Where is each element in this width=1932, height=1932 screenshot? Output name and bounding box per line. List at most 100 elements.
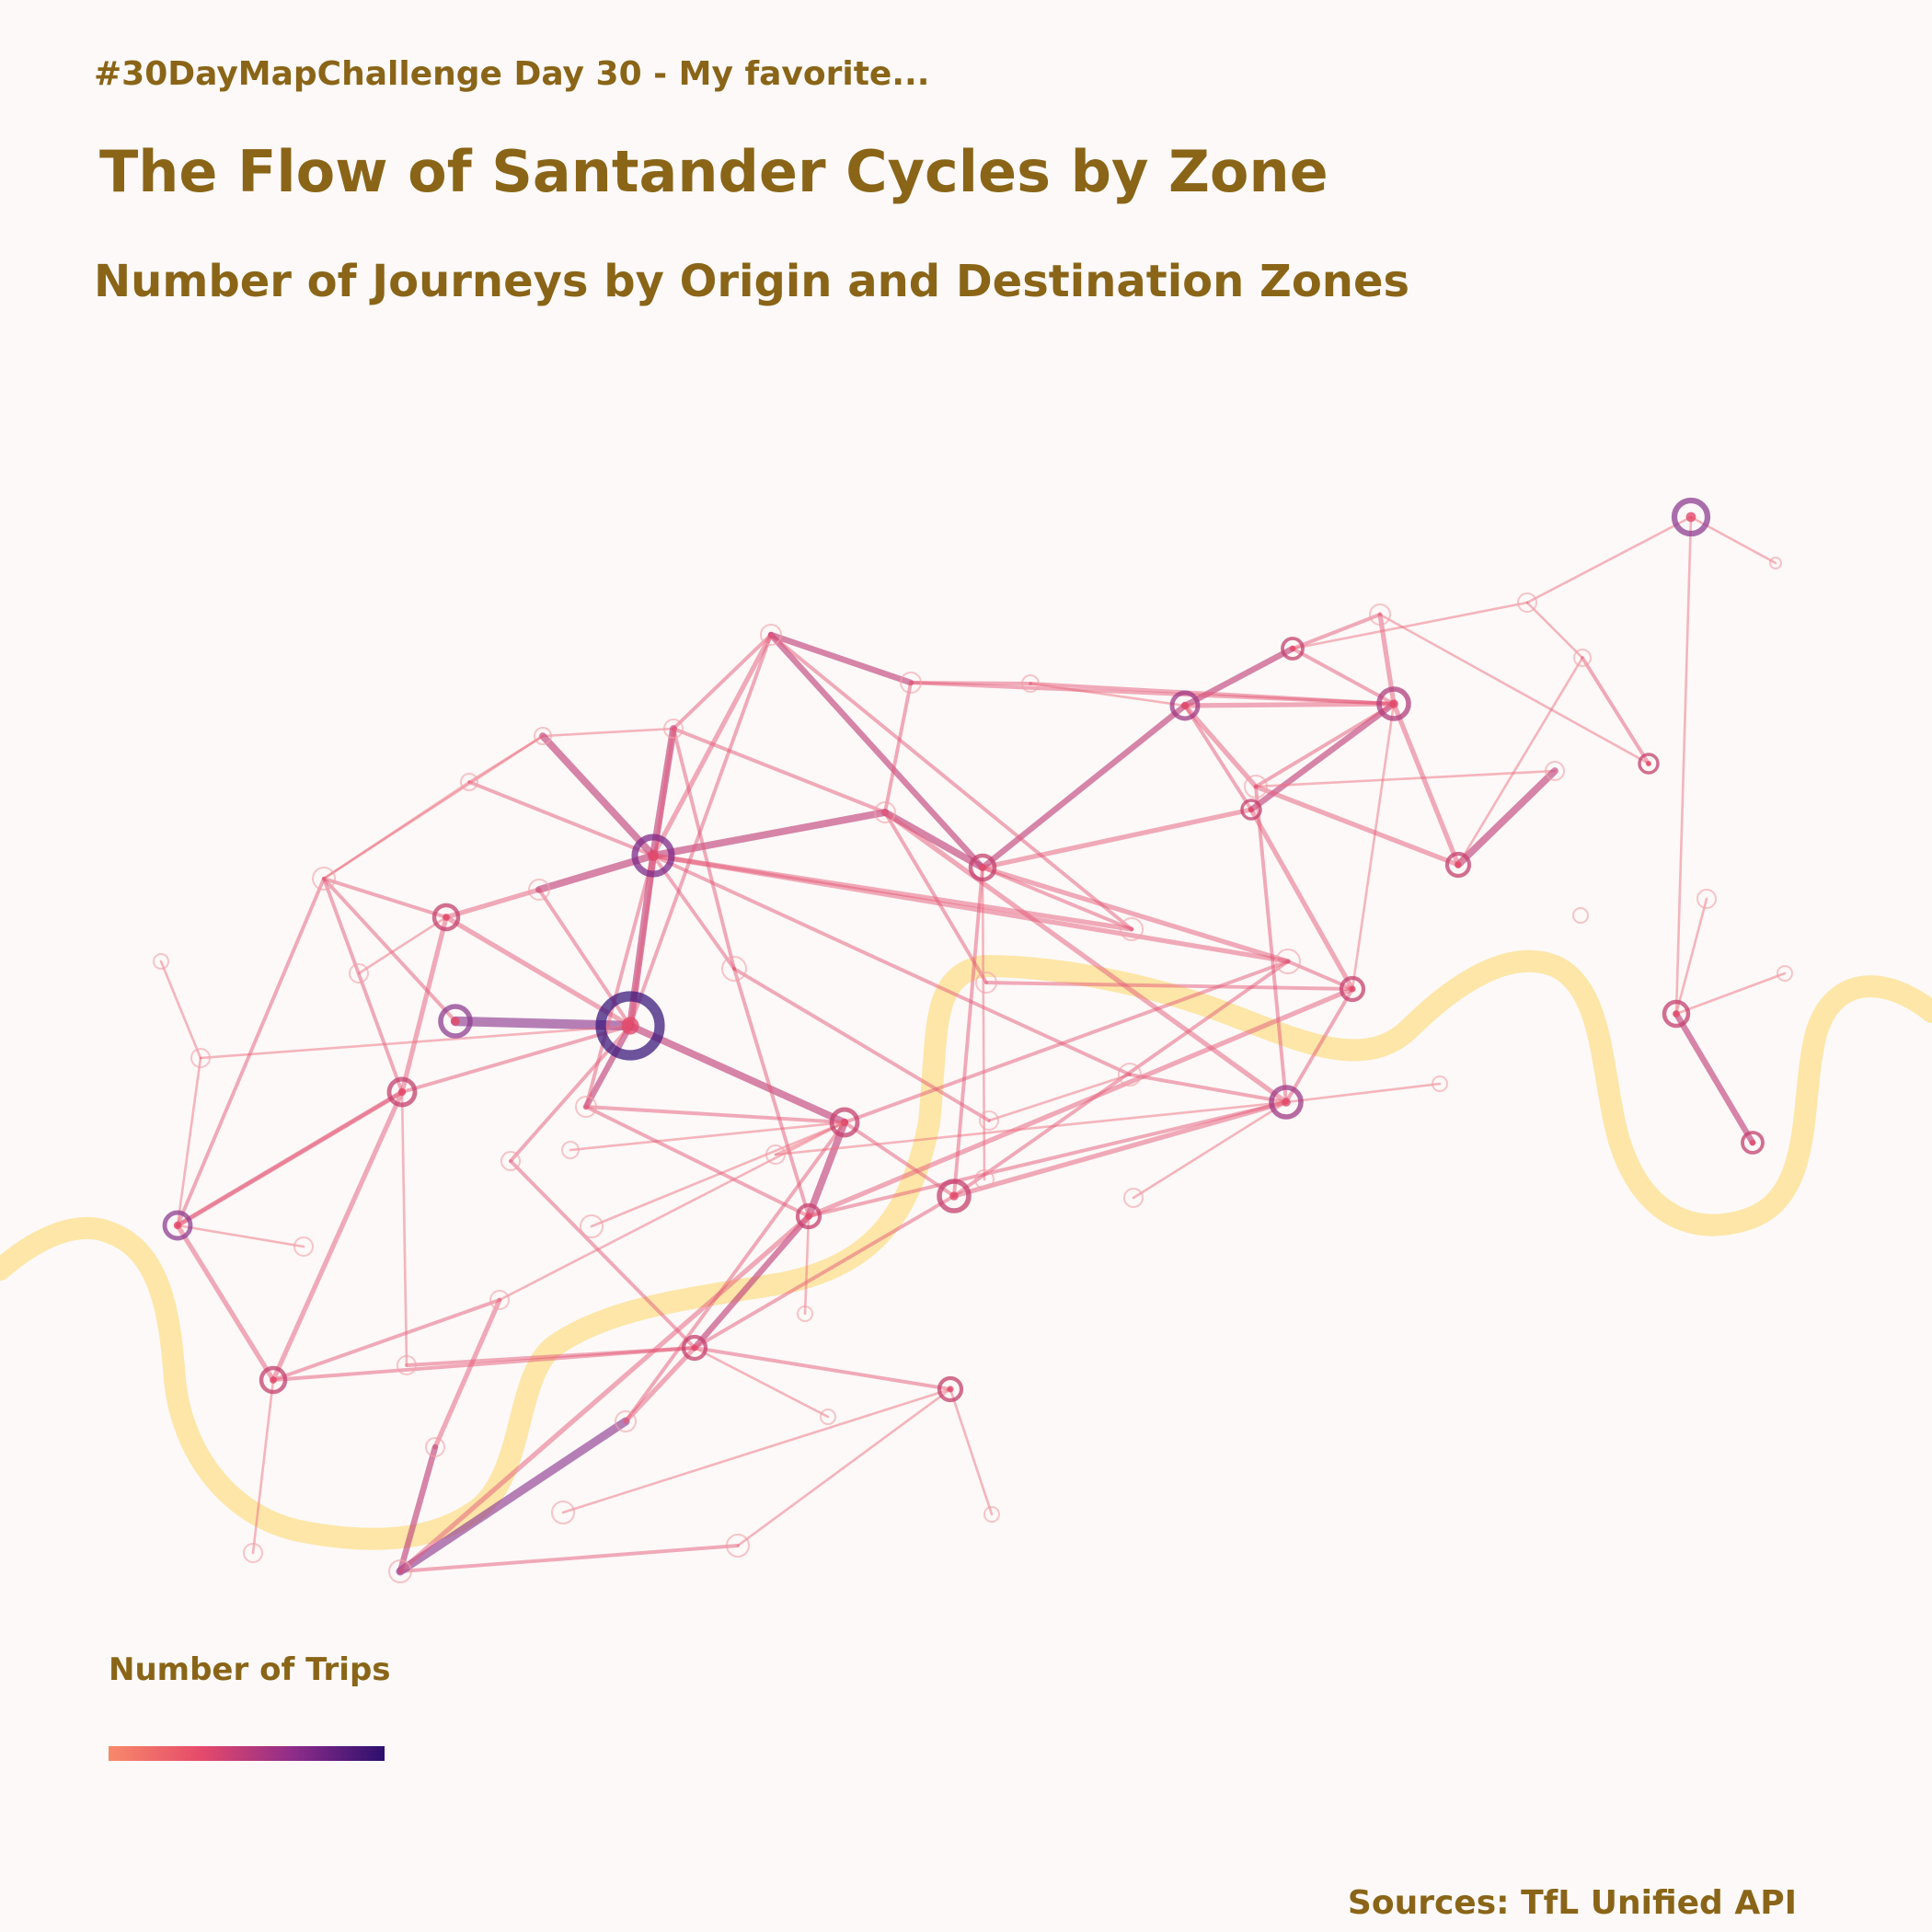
zone-node	[937, 1375, 964, 1403]
flow-line	[1254, 702, 1396, 788]
zone-node	[681, 1334, 708, 1362]
zone-node	[1240, 799, 1262, 821]
zone-node	[760, 624, 782, 646]
zone-node	[489, 1290, 510, 1310]
zone-node	[1662, 999, 1691, 1029]
flow-line	[736, 1387, 952, 1547]
zone-node-center	[805, 1213, 812, 1220]
zone-node	[1169, 690, 1201, 721]
zone-node	[1021, 674, 1040, 693]
zone-nodes	[153, 497, 1793, 1583]
zone-node-center	[1749, 1139, 1756, 1146]
flow-line	[176, 1056, 202, 1227]
flow-line	[1456, 656, 1584, 867]
flow-line	[732, 967, 811, 1218]
flow-line	[987, 1073, 1132, 1122]
flow-line	[443, 887, 542, 920]
flow-line	[624, 1121, 846, 1423]
flow-line	[1581, 656, 1650, 765]
zone-node	[438, 1004, 473, 1039]
zone-node-center	[979, 864, 986, 871]
flow-line	[1183, 704, 1253, 811]
zone-node	[983, 1506, 1000, 1523]
flow-line	[1182, 703, 1259, 789]
flow-line	[509, 1159, 696, 1350]
zone-node-center	[451, 1017, 460, 1026]
zone-node	[595, 991, 665, 1061]
flow-line	[980, 865, 1291, 964]
flow-line	[803, 1214, 811, 1316]
flow-line	[199, 1024, 632, 1060]
zone-node	[900, 672, 922, 694]
flow-line	[628, 727, 675, 1028]
zone-node	[1696, 889, 1717, 909]
flow-line	[1029, 682, 1396, 706]
flow-line	[397, 1213, 811, 1574]
flow-line	[650, 853, 1134, 932]
page-subtitle: Number of Journeys by Origin and Destina…	[94, 256, 1410, 307]
flow-lines	[159, 515, 1787, 1576]
zone-node	[1572, 907, 1589, 924]
flow-line	[322, 734, 545, 880]
flow-line	[1291, 613, 1382, 650]
zone-node	[1369, 604, 1391, 626]
zone-node	[1281, 637, 1305, 661]
zone-node	[551, 1501, 575, 1524]
flow-line	[951, 1099, 1289, 1199]
flow-line	[628, 633, 773, 1028]
zone-node	[190, 1048, 211, 1068]
flow-line	[539, 732, 657, 859]
flow-line	[1128, 1073, 1288, 1104]
zone-node-center	[173, 1221, 182, 1230]
flow-line	[1253, 784, 1461, 868]
flow-line	[979, 702, 1189, 871]
zone-node	[312, 867, 336, 891]
zone-node-center	[691, 1344, 698, 1351]
zone-node	[975, 972, 997, 994]
zone-node	[615, 1410, 637, 1432]
flow-line	[1674, 515, 1693, 1016]
zone-node	[1671, 497, 1711, 537]
flow-line	[322, 877, 404, 1094]
zone-node	[1741, 1131, 1765, 1155]
zone-node	[425, 1437, 445, 1457]
flow-line	[467, 780, 655, 857]
zone-node-center	[621, 1017, 639, 1035]
flow-line	[882, 810, 1289, 1105]
zone-node-center	[1349, 985, 1356, 993]
flow-line	[443, 914, 633, 1029]
zone-node	[580, 1214, 604, 1238]
zone-node	[431, 903, 461, 932]
zone-node	[153, 953, 169, 970]
zone-node-center	[1685, 512, 1696, 523]
zone-node	[1120, 917, 1144, 941]
source-credit: Sources: TfL Unified API	[1347, 1884, 1797, 1922]
zone-node	[1275, 949, 1301, 974]
flow-line	[883, 681, 913, 814]
zone-node	[726, 1534, 750, 1558]
flow-line	[1284, 987, 1354, 1104]
flow-line	[952, 866, 984, 1198]
flow-line	[357, 915, 448, 975]
flow-line	[672, 727, 736, 971]
page-title: The Flow of Santander Cycles by Zone	[99, 138, 1328, 205]
flow-line	[397, 1443, 439, 1575]
zone-node-center	[648, 850, 659, 861]
zone-node	[979, 1110, 999, 1131]
flow-line	[1674, 897, 1708, 1016]
zone-node	[460, 773, 478, 791]
zone-node	[1777, 965, 1793, 982]
flow-line	[175, 1223, 276, 1383]
flow-line	[399, 914, 449, 1095]
legend-title: Number of Trips	[109, 1651, 391, 1688]
flow-line	[498, 1121, 846, 1302]
flow-line	[322, 877, 457, 1023]
flow-line	[1182, 701, 1397, 708]
flow-line	[398, 1544, 740, 1573]
flow-line	[1291, 601, 1529, 650]
flow-line	[1673, 1010, 1756, 1146]
zone-node	[500, 1151, 521, 1171]
zone-node-center	[840, 1118, 849, 1127]
flow-line	[807, 1100, 1288, 1218]
zone-node	[829, 1107, 860, 1138]
